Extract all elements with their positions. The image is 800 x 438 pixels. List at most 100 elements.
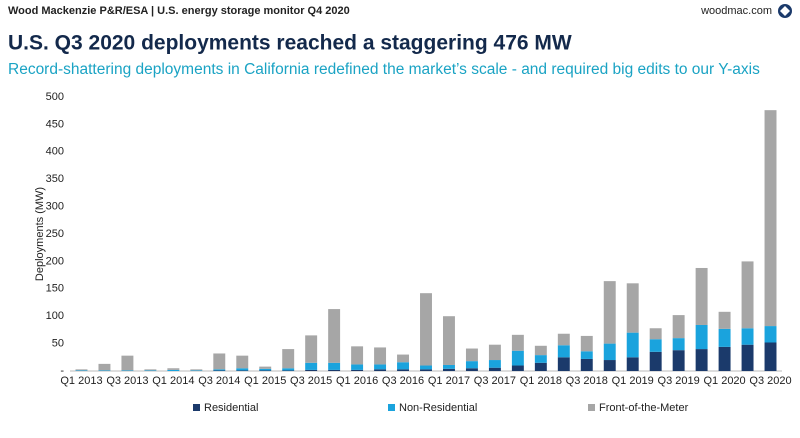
bar-segment	[442, 368, 455, 371]
bar-segment	[397, 362, 410, 370]
chart-subtitle: Record-shattering deployments in Califor…	[8, 61, 760, 78]
bar-segment	[465, 348, 478, 362]
chart-title: U.S. Q3 2020 deployments reached a stagg…	[8, 32, 572, 55]
bar-segment	[534, 345, 547, 356]
bar-segment	[672, 350, 685, 371]
y-tick-label: 350	[46, 173, 64, 185]
y-tick-label: 50	[52, 338, 64, 350]
y-tick-label: 300	[46, 201, 64, 213]
x-tick-label: Q1 2017	[428, 375, 470, 387]
bar-segment	[580, 358, 593, 371]
bar-segment	[374, 369, 387, 371]
bar-segment	[442, 316, 455, 365]
site: woodmac.com	[700, 5, 772, 17]
bar-segment	[764, 342, 777, 371]
bar-segment	[420, 365, 432, 370]
bar-segment	[626, 357, 639, 371]
bar-segment	[465, 361, 478, 369]
bar-segment	[190, 369, 203, 371]
bar-segment	[420, 293, 432, 366]
legend-swatch	[388, 404, 395, 411]
bar-segment	[718, 311, 731, 329]
bar-segment	[488, 344, 501, 361]
bar-segment	[511, 350, 524, 366]
y-tick-label: 450	[46, 118, 64, 130]
bar-segment	[328, 369, 341, 371]
x-tick-label: Q1 2020	[703, 375, 745, 387]
bar-segment	[167, 368, 180, 370]
bar-segment	[626, 283, 639, 333]
bar-segment	[741, 328, 754, 345]
bar-segment	[420, 369, 432, 371]
bar-segment	[305, 362, 318, 370]
bar-segment	[213, 353, 226, 370]
bar-segment	[695, 349, 708, 371]
bar-segment	[397, 354, 410, 363]
bar-segment	[603, 343, 616, 361]
bar-segment	[649, 339, 662, 352]
bar-segment	[534, 355, 547, 363]
bar-segment	[603, 281, 616, 344]
bar-segment	[167, 369, 180, 371]
header: Wood Mackenzie P&R/ESA | U.S. energy sto…	[8, 5, 350, 17]
bar-segment	[442, 364, 455, 369]
bar-segment	[557, 357, 570, 371]
bar-segment	[511, 334, 524, 351]
bar-segment	[328, 362, 341, 370]
bar-segment	[213, 370, 226, 371]
bar-segment	[672, 338, 685, 351]
y-tick-label: -	[60, 365, 64, 377]
bar-segment	[718, 346, 731, 371]
bar-segment	[764, 110, 777, 327]
bar-segment	[649, 351, 662, 371]
bar-segment	[259, 366, 272, 369]
y-tick-label: 200	[46, 255, 64, 267]
bar-segment	[741, 344, 754, 371]
bar-segment	[98, 370, 111, 371]
bar-segment	[397, 369, 410, 371]
bar-segment	[236, 368, 249, 371]
bar-segment	[534, 362, 547, 371]
x-tick-label: Q3 2018	[566, 375, 608, 387]
bar-segment	[144, 369, 157, 371]
y-tick-label: 500	[46, 91, 64, 103]
x-tick-label: Q3 2016	[382, 375, 424, 387]
x-tick-label: Q1 2019	[612, 375, 654, 387]
bar-segment	[351, 346, 364, 365]
bar-segment	[374, 364, 387, 370]
x-tick-label: Q3 2014	[198, 375, 240, 387]
bar-segment	[305, 369, 318, 371]
x-tick-label: Q3 2015	[290, 375, 332, 387]
bar-segment	[488, 360, 501, 368]
bar-segment	[626, 332, 639, 358]
legend-label: Front-of-the-Meter	[599, 402, 689, 414]
bar-segment	[98, 363, 111, 371]
bar-segment	[282, 368, 295, 371]
bar-segment	[374, 347, 387, 365]
bar-segment	[488, 367, 501, 371]
x-tick-label: Q1 2013	[60, 375, 102, 387]
bar-segment	[741, 261, 754, 329]
logo	[778, 4, 792, 18]
x-tick-label: Q1 2016	[336, 375, 378, 387]
bar-segment	[213, 369, 226, 371]
bar-segment	[580, 351, 593, 359]
y-tick-label: 150	[46, 283, 64, 295]
y-tick-label: 100	[46, 310, 64, 322]
y-tick-label: 400	[46, 146, 64, 158]
bar-segment	[282, 349, 295, 369]
bar-segment	[121, 355, 134, 371]
bar-segment	[236, 370, 249, 371]
bar-segment	[649, 328, 662, 340]
bar-segment	[695, 324, 708, 350]
bar-segment	[351, 369, 364, 371]
bar-segment	[557, 345, 570, 358]
x-tick-label: Q1 2015	[244, 375, 286, 387]
x-tick-label: Q3 2020	[749, 375, 791, 387]
y-axis-label: Deployments (MW)	[34, 187, 46, 281]
x-tick-label: Q3 2017	[474, 375, 516, 387]
bar-segment	[718, 328, 731, 347]
bar-segment	[75, 370, 88, 371]
y-tick-label: 250	[46, 228, 64, 240]
